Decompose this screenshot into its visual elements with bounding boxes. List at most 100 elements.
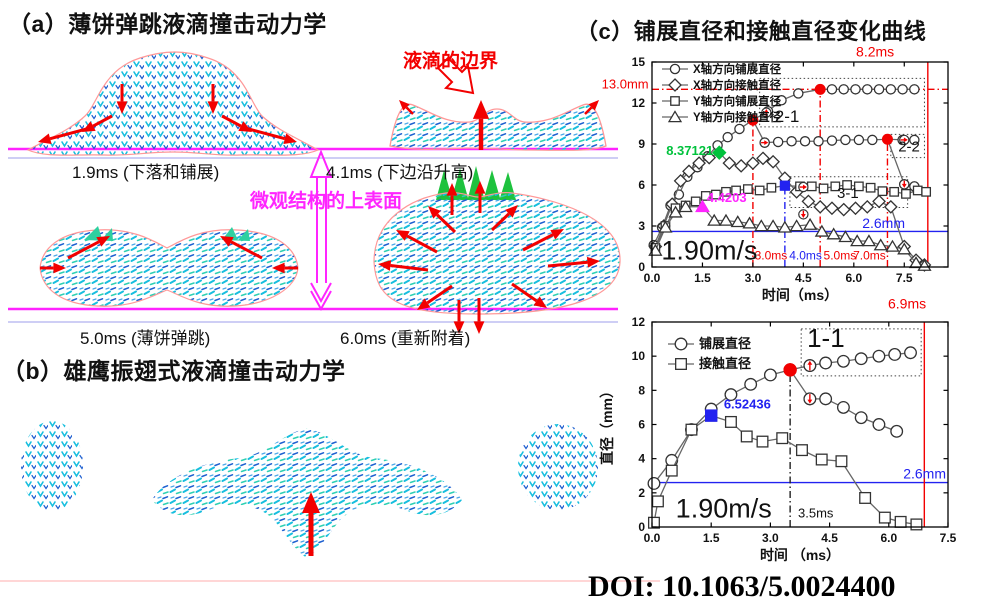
event-marker <box>798 209 809 220</box>
chart-annotation: 5.0ms <box>824 248 857 262</box>
event-marker <box>899 179 910 190</box>
flow-arrow <box>446 183 458 215</box>
y-tick-label: 10 <box>632 349 646 363</box>
y-tick-label: 6 <box>638 418 645 432</box>
y-tick-label: 12 <box>632 96 646 110</box>
droplet-4-1ms <box>389 103 607 151</box>
highlight-marker <box>783 363 797 377</box>
y-axis-label: 直径（mm） <box>599 384 615 465</box>
event-marker <box>798 181 809 193</box>
chart-annotation: 1.90m/s <box>676 494 772 524</box>
droplet-5-0ms <box>39 226 299 307</box>
highlight-marker <box>695 199 710 213</box>
x-tick-label: 6.0 <box>880 531 897 545</box>
flow-arrow <box>584 100 599 115</box>
chart-annotation: 3.5ms <box>798 506 834 521</box>
series-铺展直径-下分支 <box>783 363 904 438</box>
x-tick-label: 4.5 <box>795 271 812 285</box>
flow-arrow <box>67 236 110 260</box>
event-marker <box>761 107 772 118</box>
chart-annotation: 2.6mm <box>903 465 946 481</box>
legend-label: Y轴方向铺展直径 <box>693 94 782 108</box>
flow-arrow <box>40 262 66 274</box>
caption-4-1ms: 4.1ms (下边沿升高) <box>326 163 474 182</box>
event-marker <box>899 134 910 146</box>
legend-entry: Y轴方向接触直径 <box>662 110 782 124</box>
panel-a-title: （a）薄饼弹跳液滴撞击动力学 <box>8 11 327 37</box>
y-tick-label: 4 <box>638 452 645 466</box>
highlight-marker <box>704 409 718 422</box>
flow-arrow <box>207 84 219 114</box>
flow-arrows <box>38 84 600 556</box>
y-tick-label: 2 <box>638 486 645 500</box>
event-marker <box>803 359 817 372</box>
chart-annotation: 8.37121 <box>666 143 713 158</box>
microstructure-surface-label: 微观结构的上表面 <box>250 191 403 212</box>
x-tick-label: 1.5 <box>694 271 711 285</box>
chart-annotation: 1-1 <box>807 323 845 353</box>
chart-annotation: 4.0ms <box>789 248 822 262</box>
chart-annotation: 8.2ms <box>856 44 894 60</box>
x-tick-label: 7.5 <box>940 531 957 545</box>
x-tick-label: 1.5 <box>703 531 720 545</box>
x-tick-label: 4.5 <box>821 531 838 545</box>
flow-arrow <box>38 126 91 144</box>
satellite-droplet-left <box>21 421 83 511</box>
annotation-box-2-2 <box>890 133 925 159</box>
highlight-marker <box>747 114 759 126</box>
flow-arrow <box>474 181 486 213</box>
legend-entry: 铺展直径 <box>668 336 751 351</box>
chart-annotation: 6.9ms <box>888 298 926 311</box>
flow-arrow <box>547 256 600 268</box>
diameter-vs-time-chart: 6.9ms 2.6mm 3.5ms 6.52436 1-1 1.90m/s 0.0 1.5 3.… <box>599 298 957 563</box>
flow-arrow <box>396 230 438 254</box>
event-marker <box>803 392 817 406</box>
flow-arrow <box>302 492 320 556</box>
flow-arrow <box>511 282 547 308</box>
flow-arrow <box>378 260 429 272</box>
annotation-box-2-1 <box>759 77 925 128</box>
flow-arrow <box>453 300 465 334</box>
chart-annotation: 3-1 <box>837 185 859 202</box>
highlight-marker <box>712 145 727 160</box>
highlight-marker <box>881 133 893 145</box>
doi-text: DOI: 10.1063/5.0024400 <box>588 570 896 603</box>
flow-arrow <box>220 236 263 260</box>
chart-annotation: 2-2 <box>898 139 920 156</box>
droplet-6-0ms <box>373 166 621 315</box>
event-marker <box>759 137 770 148</box>
chart-annotation: 6.52436 <box>724 396 771 411</box>
flow-arrow <box>473 298 485 334</box>
chart-annotation: 4.4203 <box>707 190 747 205</box>
legend-label: X轴方向接触直径 <box>693 78 782 92</box>
x-tick-label: 6.0 <box>845 271 862 285</box>
flow-arrow <box>244 126 297 144</box>
x-tick-label: 7.5 <box>896 271 913 285</box>
legend-entry: 接触直径 <box>668 356 751 371</box>
surface-indicator-arrow <box>309 149 333 312</box>
highlight-marker <box>779 180 790 191</box>
y-tick-label: 9 <box>638 137 645 151</box>
chart-annotation: 2-1 <box>775 107 800 126</box>
chart-annotation: 1.90m/s <box>661 235 757 265</box>
x-tick-label: 3.0 <box>762 531 779 545</box>
flow-arrow <box>399 100 414 115</box>
y-tick-label: 0 <box>638 520 645 534</box>
caption-5-0ms: 5.0ms (薄饼弹跳) <box>80 329 211 348</box>
chart-annotation: 13.0mm <box>602 77 649 92</box>
flow-arrow <box>116 84 128 114</box>
highlight-marker <box>814 83 826 95</box>
flow-arrow <box>428 206 457 234</box>
panel-c-title: （c）铺展直径和接触直径变化曲线 <box>576 19 927 44</box>
legend-entry: X轴方向接触直径 <box>662 78 782 92</box>
chart-annotation: 7.0ms <box>853 248 886 262</box>
flow-arrow <box>472 100 490 150</box>
x-axis-label: 时间 （ms） <box>760 547 840 563</box>
x-axis-label: 时间（ms） <box>762 287 838 303</box>
legend-label: 铺展直径 <box>699 336 751 351</box>
droplet-boundary-label: 液滴的边界 <box>403 51 499 72</box>
droplet-1-9ms <box>26 51 320 156</box>
